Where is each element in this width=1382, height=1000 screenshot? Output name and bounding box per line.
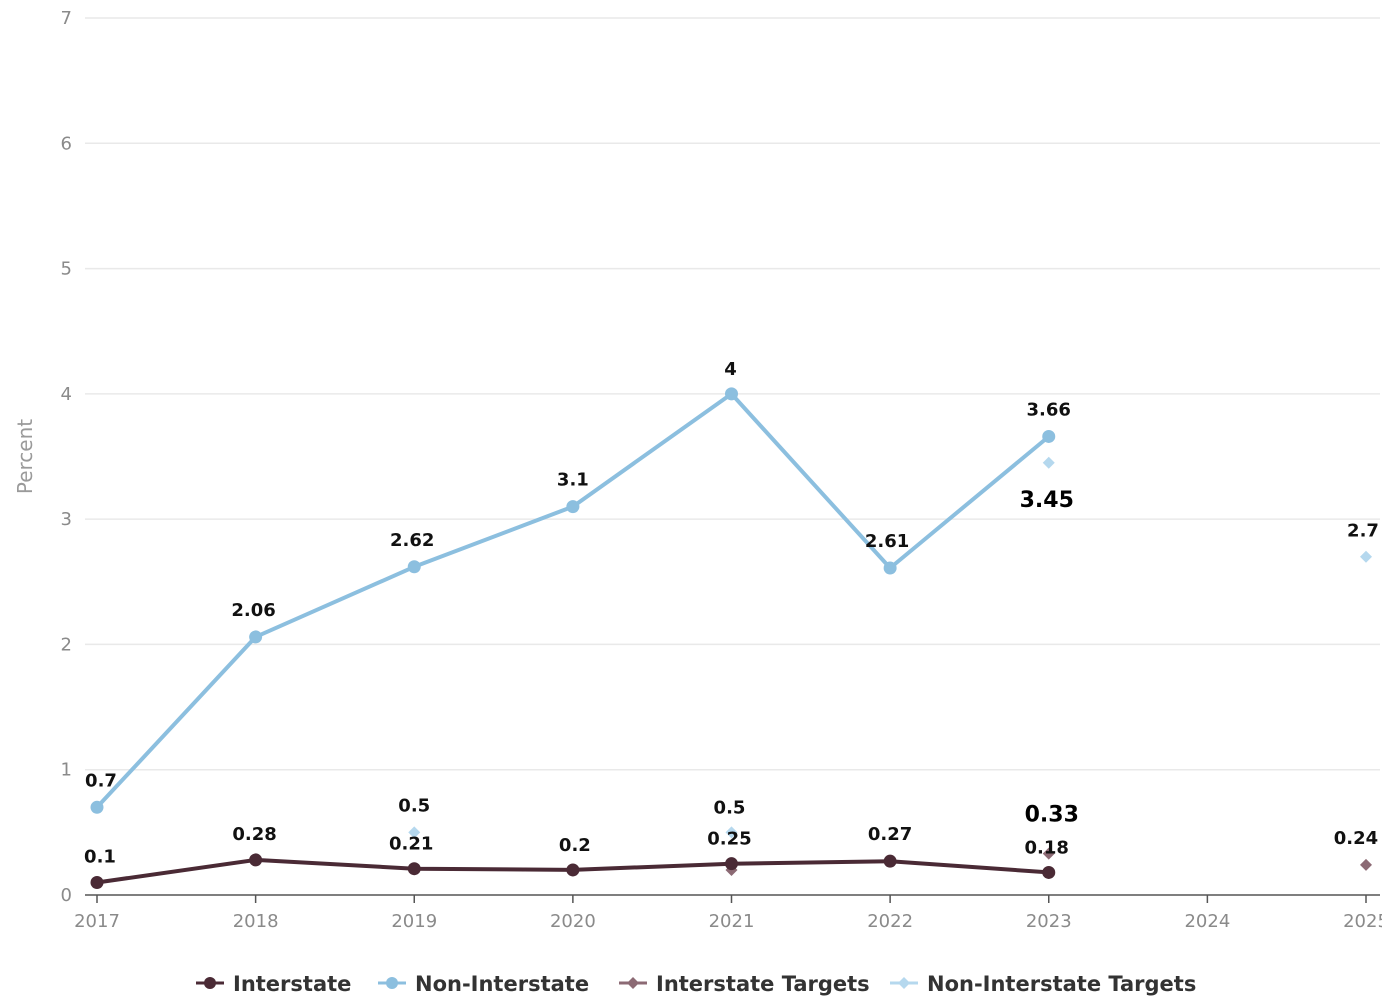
data-label: 0.27	[868, 824, 912, 845]
y-tick-label: 7	[61, 8, 72, 29]
data-point[interactable]	[883, 854, 897, 868]
x-tick-label: 2022	[867, 911, 913, 932]
legend[interactable]: Interstate Non-Interstate Interstate Targe…	[196, 972, 1196, 996]
target-marker	[1360, 858, 1372, 871]
data-point[interactable]	[566, 500, 580, 514]
series-non-interstate-targets	[408, 456, 1372, 839]
x-tick-label: 2018	[233, 911, 279, 932]
target-marker	[1360, 550, 1372, 563]
y-axis-title: Percent	[13, 419, 37, 494]
data-label: 0.7	[85, 770, 117, 791]
x-tick-label: 2019	[391, 911, 437, 932]
x-tick-label: 2025	[1343, 911, 1382, 932]
legend-marker	[627, 977, 639, 989]
data-point[interactable]	[725, 387, 738, 401]
y-tick-label: 1	[61, 760, 72, 781]
data-label: 3.1	[557, 470, 589, 491]
data-label: 0.33	[1025, 803, 1079, 828]
x-tick-label: 2020	[550, 911, 596, 932]
y-tick-label: 2	[61, 634, 72, 655]
x-tick-label: 2021	[709, 911, 755, 932]
data-label: 0.21	[389, 834, 433, 855]
data-label: 0.2	[559, 835, 591, 856]
x-tick-label: 2024	[1184, 911, 1230, 932]
data-point[interactable]	[725, 857, 738, 871]
data-label: 3.66	[1027, 399, 1071, 420]
data-label: 0.24	[1334, 828, 1378, 849]
target-marker	[725, 826, 738, 839]
legend-marker	[898, 977, 910, 989]
data-label: 3.45	[1020, 488, 1074, 513]
x-tick-label: 2017	[74, 911, 120, 932]
data-point[interactable]	[249, 853, 263, 867]
data-point[interactable]	[566, 863, 580, 877]
data-label: 0.5	[714, 797, 746, 818]
data-label: 0.25	[707, 829, 751, 850]
data-label: 0.5	[398, 795, 430, 816]
data-point[interactable]	[1042, 865, 1056, 879]
legend-label: Non-Interstate Targets	[927, 972, 1196, 996]
series-non-interstate	[90, 387, 1056, 814]
legend-item-non-interstate-targets[interactable]: Non-Interstate Targets	[890, 972, 1196, 996]
legend-marker	[204, 977, 216, 989]
data-label: 2.06	[231, 600, 275, 621]
series	[90, 387, 1372, 889]
data-point[interactable]	[407, 560, 421, 574]
series-interstate	[90, 853, 1056, 889]
y-tick-label: 3	[61, 509, 72, 530]
data-point[interactable]	[249, 630, 263, 644]
data-labels: 0.1 0.28 0.21 0.2 0.25 0.27 0.18 0.7 2.06 2.62 3.1…	[84, 359, 1379, 868]
data-point[interactable]	[1042, 429, 1056, 443]
data-label: 4	[724, 359, 737, 380]
legend-item-non-interstate[interactable]: Non-Interstate	[378, 972, 589, 996]
legend-marker	[386, 977, 398, 989]
legend-item-interstate[interactable]: Interstate	[196, 972, 351, 996]
data-label: 2.61	[865, 531, 909, 552]
y-tick-label: 6	[61, 133, 72, 154]
data-label: 0.28	[232, 824, 276, 845]
legend-item-interstate-targets[interactable]: Interstate Targets	[619, 972, 870, 996]
target-marker	[1042, 456, 1055, 469]
legend-label: Interstate Targets	[656, 972, 870, 996]
x-tick-label: 2023	[1026, 911, 1072, 932]
gridlines	[85, 17, 1380, 771]
legend-label: Non-Interstate	[415, 972, 589, 996]
y-tick-label: 4	[61, 384, 72, 405]
data-label: 2.7	[1347, 521, 1379, 542]
data-point[interactable]	[883, 561, 897, 575]
data-point[interactable]	[90, 800, 104, 814]
y-tick-label: 5	[61, 259, 72, 280]
data-label: 0.1	[84, 846, 116, 867]
target-marker	[408, 826, 421, 839]
data-label: 2.62	[390, 530, 434, 551]
data-point[interactable]	[90, 875, 104, 889]
legend-label: Interstate	[233, 972, 351, 996]
data-label: 0.18	[1025, 837, 1069, 858]
data-point[interactable]	[407, 862, 421, 876]
axes: 0 1 2 3 4 5 6 7 2017 2018 2019 2020 2021 2022 2023 2024…	[13, 8, 1382, 932]
target-marker	[1042, 847, 1055, 860]
y-tick-label: 0	[61, 885, 72, 906]
